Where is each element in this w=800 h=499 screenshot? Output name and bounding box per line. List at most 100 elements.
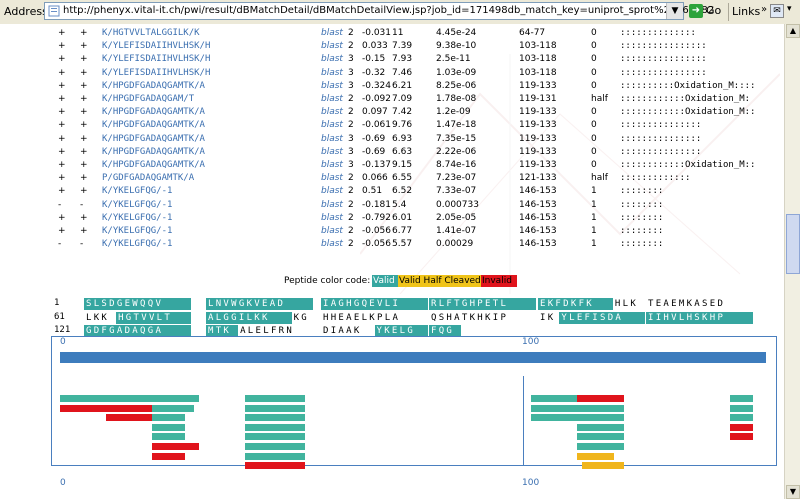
cell-method[interactable]: blast [321,186,343,197]
cell-range: 119-131 [519,94,557,104]
address-input[interactable]: http://phenyx.vital-it.ch/pwi/result/dBM… [44,2,714,20]
cell-mods: :::::::::::::::: [620,41,707,52]
scroll-down-button[interactable]: ▼ [786,485,800,499]
cell-method[interactable]: blast [321,54,343,65]
coverage-peptide-bar[interactable] [152,452,185,460]
scroll-up-button[interactable]: ▲ [786,24,800,38]
cell-seq[interactable]: K/YKELGFQG/-1 [102,186,173,197]
coverage-peptide-bar[interactable] [244,443,305,450]
coverage-peptide-bar[interactable] [244,423,305,431]
cell-charge: 2 [348,120,354,131]
coverage-peptide-bar[interactable] [244,414,305,422]
coverage-peptide-bar[interactable] [531,404,578,412]
cell-seq[interactable]: K/YKELGFQG/-1 [102,212,173,223]
sequence-position: 1 [54,298,60,308]
cell-seq[interactable]: P/GDFGADAQGAMTK/A [102,173,195,184]
coverage-peptide-bar[interactable] [577,433,624,441]
cell-seq[interactable]: K/HPGDFGADAQGAMTK/A [102,120,205,131]
coverage-peptide-bar[interactable] [152,443,199,450]
cell-seq[interactable]: K/HPGDFGADAQGAM/T [102,94,195,104]
cell-seq[interactable]: K/HPGDFGADAQGAMTK/A [102,107,205,118]
coverage-peptide-bar[interactable] [244,452,305,460]
scroll-thumb[interactable] [786,214,800,274]
cell-method[interactable]: blast [321,41,343,52]
toolbar-dropdown-icon[interactable]: ▾ [787,4,792,14]
cell-method[interactable]: blast [321,133,343,144]
coverage-peptide-bar[interactable] [106,414,153,422]
coverage-peptide-bar[interactable] [729,404,753,412]
coverage-peptide-bar[interactable] [152,433,185,441]
cell-method[interactable]: blast [321,94,343,104]
cell-mods: ::::::::::Oxidation_M:::: [620,80,756,91]
cell-seq[interactable]: K/HPGDFGADAQGAMTK/A [102,133,205,144]
map-tick-label: 100 [522,478,540,488]
go-button[interactable]: ➜ Go [689,3,729,20]
coverage-peptide-bar[interactable] [244,462,305,470]
coverage-peptide-bar[interactable] [152,395,199,402]
coverage-peptide-bar[interactable] [577,423,624,431]
cell-method[interactable]: blast [321,199,343,210]
coverage-peptide-bar[interactable] [244,395,305,402]
coverage-peptide-bar[interactable] [577,395,624,402]
coverage-peptide-bar[interactable] [577,443,624,450]
cell-seq[interactable]: K/HPGDFGADAQGAMTK/A [102,160,205,170]
coverage-peptide-bar[interactable] [729,395,753,402]
cell-seq[interactable]: K/YLEFISDAIIHVLHSK/H [102,41,211,52]
cell-charge: 2 [348,107,354,118]
cell-p1: + [58,146,66,157]
coverage-peptide-bar[interactable] [577,414,624,422]
cell-seq[interactable]: K/HPGDFGADAQGAMTK/A [102,80,205,91]
cell-p2: + [80,186,88,197]
coverage-peptide-bar[interactable] [152,423,185,431]
cell-method[interactable]: blast [321,226,343,236]
cell-seq[interactable]: K/HPGDFGADAQGAMTK/A [102,146,205,157]
coverage-peptide-bar[interactable] [729,433,753,441]
sequence-position: 61 [54,312,65,322]
coverage-peptide-bar[interactable] [244,404,305,412]
cell-score: -0.69 [362,146,386,157]
cell-method[interactable]: blast [321,67,343,78]
cell-seq[interactable]: K/YKELGFQG/-1 [102,226,173,236]
cell-seq[interactable]: K/YKELGFQG/-1 [102,199,173,210]
coverage-peptide-bar[interactable] [531,395,578,402]
cell-range: 64-77 [519,28,546,38]
cell-seq[interactable]: K/YKELGFQG/-1 [102,239,173,250]
cell-method[interactable]: blast [321,160,343,170]
coverage-peptide-bar[interactable] [582,462,624,470]
sequence-block-covered: SLSDGEWQQV [84,298,191,310]
cell-method[interactable]: blast [321,173,343,184]
coverage-peptide-bar[interactable] [729,414,753,422]
cell-seq[interactable]: K/HGTVVLTALGGILK/K [102,28,200,38]
coverage-peptide-bar[interactable] [729,423,753,431]
chevron-right-icon[interactable]: » [761,4,768,15]
address-dropdown-button[interactable]: ▼ [666,3,683,19]
vertical-scrollbar[interactable]: ▲ ▼ [784,24,800,499]
coverage-peptide-bar[interactable] [577,404,624,412]
cell-method[interactable]: blast [321,107,343,118]
coverage-peptide-bar[interactable] [60,404,153,412]
coverage-peptide-bar[interactable] [152,414,185,422]
cell-method[interactable]: blast [321,28,343,38]
coverage-peptide-bar[interactable] [60,395,107,402]
coverage-peptide-bar[interactable] [106,395,153,402]
cell-range: 119-133 [519,146,557,157]
cell-score: -0.031 [362,28,392,38]
links-button[interactable]: Links [732,5,761,18]
cell-mz: 7.09 [392,94,413,104]
cell-seq[interactable]: K/YLEFISDAIIHVLHSK/H [102,67,211,78]
cell-charge: 2 [348,212,354,223]
cell-score: -0.15 [362,54,386,65]
toolbar-mail-icon[interactable]: ✉ [770,4,784,18]
coverage-peptide-bar[interactable] [152,404,194,412]
cell-seq[interactable]: K/YLEFISDAIIHVLHSK/H [102,54,211,65]
cell-method[interactable]: blast [321,80,343,91]
coverage-peptide-bar[interactable] [531,414,578,422]
cell-evalue: 7.35e-15 [436,133,477,144]
cell-method[interactable]: blast [321,146,343,157]
cell-method[interactable]: blast [321,120,343,131]
cell-method[interactable]: blast [321,239,343,250]
coverage-peptide-bar[interactable] [577,452,615,460]
cell-cleav: 1 [591,199,597,210]
coverage-peptide-bar[interactable] [244,433,305,441]
cell-method[interactable]: blast [321,212,343,223]
